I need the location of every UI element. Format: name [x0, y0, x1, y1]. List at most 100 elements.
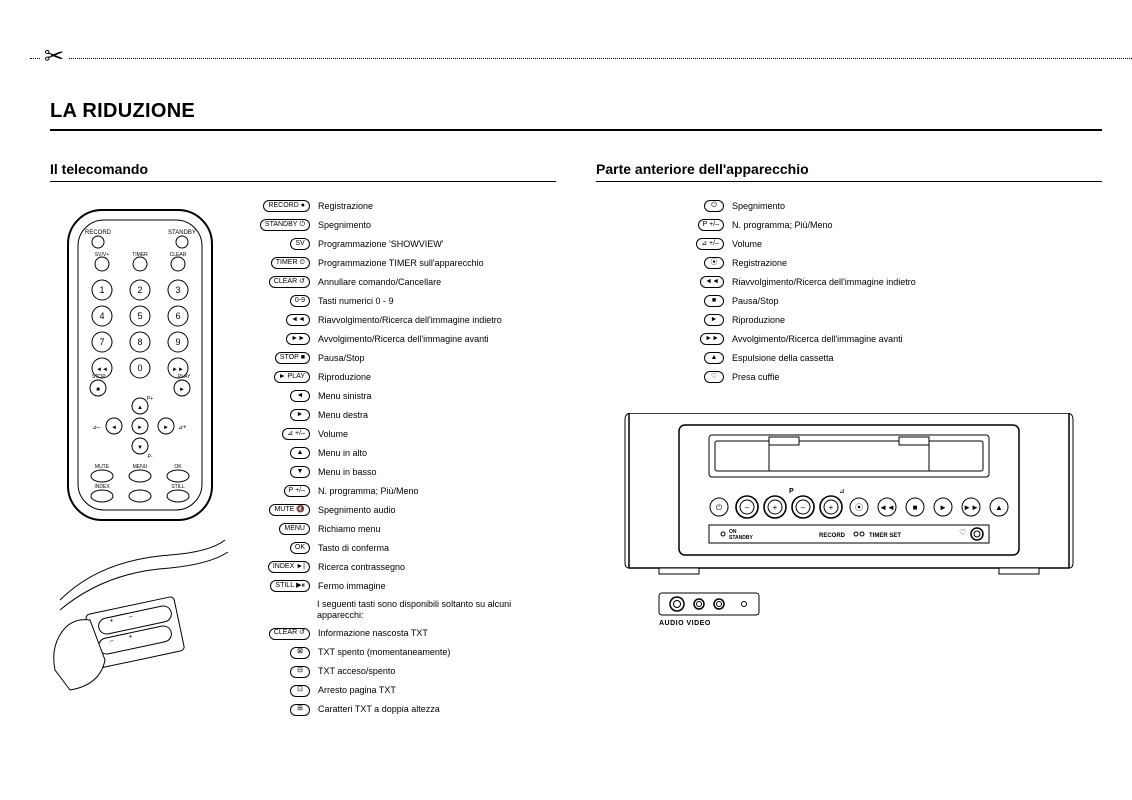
legend-button-icon: ►► — [686, 333, 724, 345]
svg-text:►►: ►► — [963, 503, 979, 512]
legend-row: ► Menu destra — [250, 409, 556, 421]
svg-text:▼: ▼ — [137, 445, 143, 451]
legend-button-icon: ► — [250, 409, 310, 421]
legend-text: Registrazione — [732, 258, 787, 269]
legend-button-icon: ■ — [686, 295, 724, 307]
svg-text:8: 8 — [137, 337, 142, 347]
svg-text:1: 1 — [99, 285, 104, 295]
legend-text: Richiamo menu — [318, 524, 381, 535]
legend-row: RECORD●Registrazione — [250, 200, 556, 212]
svg-text:3: 3 — [175, 285, 180, 295]
legend-row: ■Pausa/Stop — [686, 295, 1006, 307]
svg-text:MUTE: MUTE — [95, 464, 110, 470]
legend-button-icon: ◄ — [250, 390, 310, 402]
legend-text: Spegnimento — [732, 201, 785, 212]
svg-text:5: 5 — [137, 311, 142, 321]
legend-row: ▼ Menu in basso — [250, 466, 556, 478]
legend-row: ♡Presa cuffie — [686, 371, 1006, 383]
svg-text:PLAY: PLAY — [178, 374, 191, 380]
legend-button-icon: P +/– — [686, 219, 724, 231]
legend-button-icon: ► — [686, 314, 724, 326]
legend-button-icon: ◄◄ — [250, 314, 310, 326]
legend-text: Informazione nascosta TXT — [318, 628, 428, 639]
legend-text: Annullare comando/Cancellare — [318, 277, 441, 288]
svg-text:►: ► — [939, 503, 947, 512]
remote-heading: Il telecomando — [50, 161, 556, 182]
svg-text:♡: ♡ — [959, 528, 966, 537]
legend-row: 0-9Tasti numerici 0 - 9 — [250, 295, 556, 307]
legend-row: ► PLAYRiproduzione — [250, 371, 556, 383]
svg-text:MENU: MENU — [133, 464, 148, 470]
svg-text:TIMER SET: TIMER SET — [869, 533, 901, 539]
device-legend: ⏻SpegnimentoP +/–N. programma; Più/Meno⊿… — [686, 200, 1006, 383]
svg-text:RECORD: RECORD — [819, 533, 846, 539]
legend-row: ►►Avvolgimento/Ricerca dell'immagine ava… — [250, 333, 556, 345]
remote-illustration: RECORD STANDBY SV/V+ TIMER CLEAR 1234567… — [50, 200, 230, 725]
legend-text: Menu sinistra — [318, 391, 372, 402]
legend-button-icon: MUTE🔇 — [250, 504, 310, 516]
legend-button-icon: ⊿ +/– — [250, 428, 310, 440]
svg-text:◄◄: ◄◄ — [96, 367, 108, 373]
svg-text:RECORD: RECORD — [85, 230, 112, 236]
svg-text:+: + — [773, 503, 778, 512]
legend-button-icon: CLEAR↺ — [250, 276, 310, 288]
legend-row: I seguenti tasti sono disponibili soltan… — [250, 599, 556, 621]
legend-button-icon: ⦿ — [686, 257, 724, 269]
svg-text:7: 7 — [99, 337, 104, 347]
legend-row: ⊿ +/– Volume — [250, 428, 556, 440]
legend-button-icon: CLEAR↺ — [250, 628, 310, 640]
legend-text: Riproduzione — [318, 372, 371, 383]
svg-text:–: – — [745, 503, 750, 512]
svg-text:⊿: ⊿ — [839, 488, 845, 495]
legend-button-icon: MENU — [250, 523, 310, 535]
legend-button-icon: OK — [250, 542, 310, 554]
legend-text: Menu in basso — [318, 467, 377, 478]
legend-text: Volume — [318, 429, 348, 440]
scissors-icon: ✂ — [40, 42, 68, 71]
svg-text:⦿: ⦿ — [855, 503, 863, 512]
svg-text:⊿–: ⊿– — [92, 425, 101, 431]
svg-text:9: 9 — [175, 337, 180, 347]
legend-button-icon: INDEX►| — [250, 561, 310, 573]
svg-text:P-: P- — [148, 454, 153, 460]
legend-button-icon: ⏻ — [686, 200, 724, 212]
svg-text:►: ► — [179, 387, 185, 393]
legend-text: Presa cuffie — [732, 372, 779, 383]
legend-row: STOP■Pausa/Stop — [250, 352, 556, 364]
svg-text:■: ■ — [913, 503, 918, 512]
svg-text:▲: ▲ — [137, 405, 143, 411]
svg-text:P+: P+ — [147, 396, 153, 402]
legend-text: N. programma; Più/Meno — [318, 486, 419, 497]
legend-text: Menu destra — [318, 410, 368, 421]
legend-row: ▲Menu in alto — [250, 447, 556, 459]
legend-row: OK Tasto di conferma — [250, 542, 556, 554]
legend-text: Menu in alto — [318, 448, 367, 459]
legend-row: STILL▶⏸Fermo immagine — [250, 580, 556, 592]
legend-row: ►Riproduzione — [686, 314, 1006, 326]
page-title: LA RIDUZIONE — [50, 100, 1102, 131]
legend-row: ⊿ +/–Volume — [686, 238, 1006, 250]
legend-button-icon: ▼ — [250, 466, 310, 478]
legend-row: ◄◄Riavvolgimento/Ricerca dell'immagine i… — [250, 314, 556, 326]
legend-text: Tasto di conferma — [318, 543, 389, 554]
svg-text:STOP: STOP — [92, 374, 106, 380]
legend-button-icon: ◄◄ — [686, 276, 724, 288]
legend-button-icon: ⊡ — [250, 685, 310, 697]
legend-button-icon: 0-9 — [250, 295, 310, 307]
svg-text:►: ► — [137, 425, 143, 431]
legend-button-icon: STILL▶⏸ — [250, 580, 310, 592]
device-heading: Parte anteriore dell'apparecchio — [596, 161, 1102, 182]
legend-text: Spegnimento audio — [318, 505, 396, 516]
legend-button-icon: ⊿ +/– — [686, 238, 724, 250]
legend-row: ⦿ Registrazione — [686, 257, 1006, 269]
legend-text: Programmazione TIMER sull'apparecchio — [318, 258, 484, 269]
legend-button-icon: RECORD● — [250, 200, 310, 212]
legend-row: ⊡Arresto pagina TXT — [250, 685, 556, 697]
svg-text:▲: ▲ — [995, 503, 1003, 512]
legend-row: ⊞Caratteri TXT a doppia altezza — [250, 704, 556, 716]
remote-legend: RECORD●RegistrazioneSTANDBY⏻SpegnimentoS… — [250, 200, 556, 725]
content-columns: Il telecomando RECORD STANDBY SV/V+ — [50, 161, 1102, 725]
legend-row: TIMER⏲Programmazione TIMER sull'apparecc… — [250, 257, 556, 269]
svg-text:2: 2 — [137, 285, 142, 295]
svg-text:STANDBY: STANDBY — [729, 535, 753, 541]
